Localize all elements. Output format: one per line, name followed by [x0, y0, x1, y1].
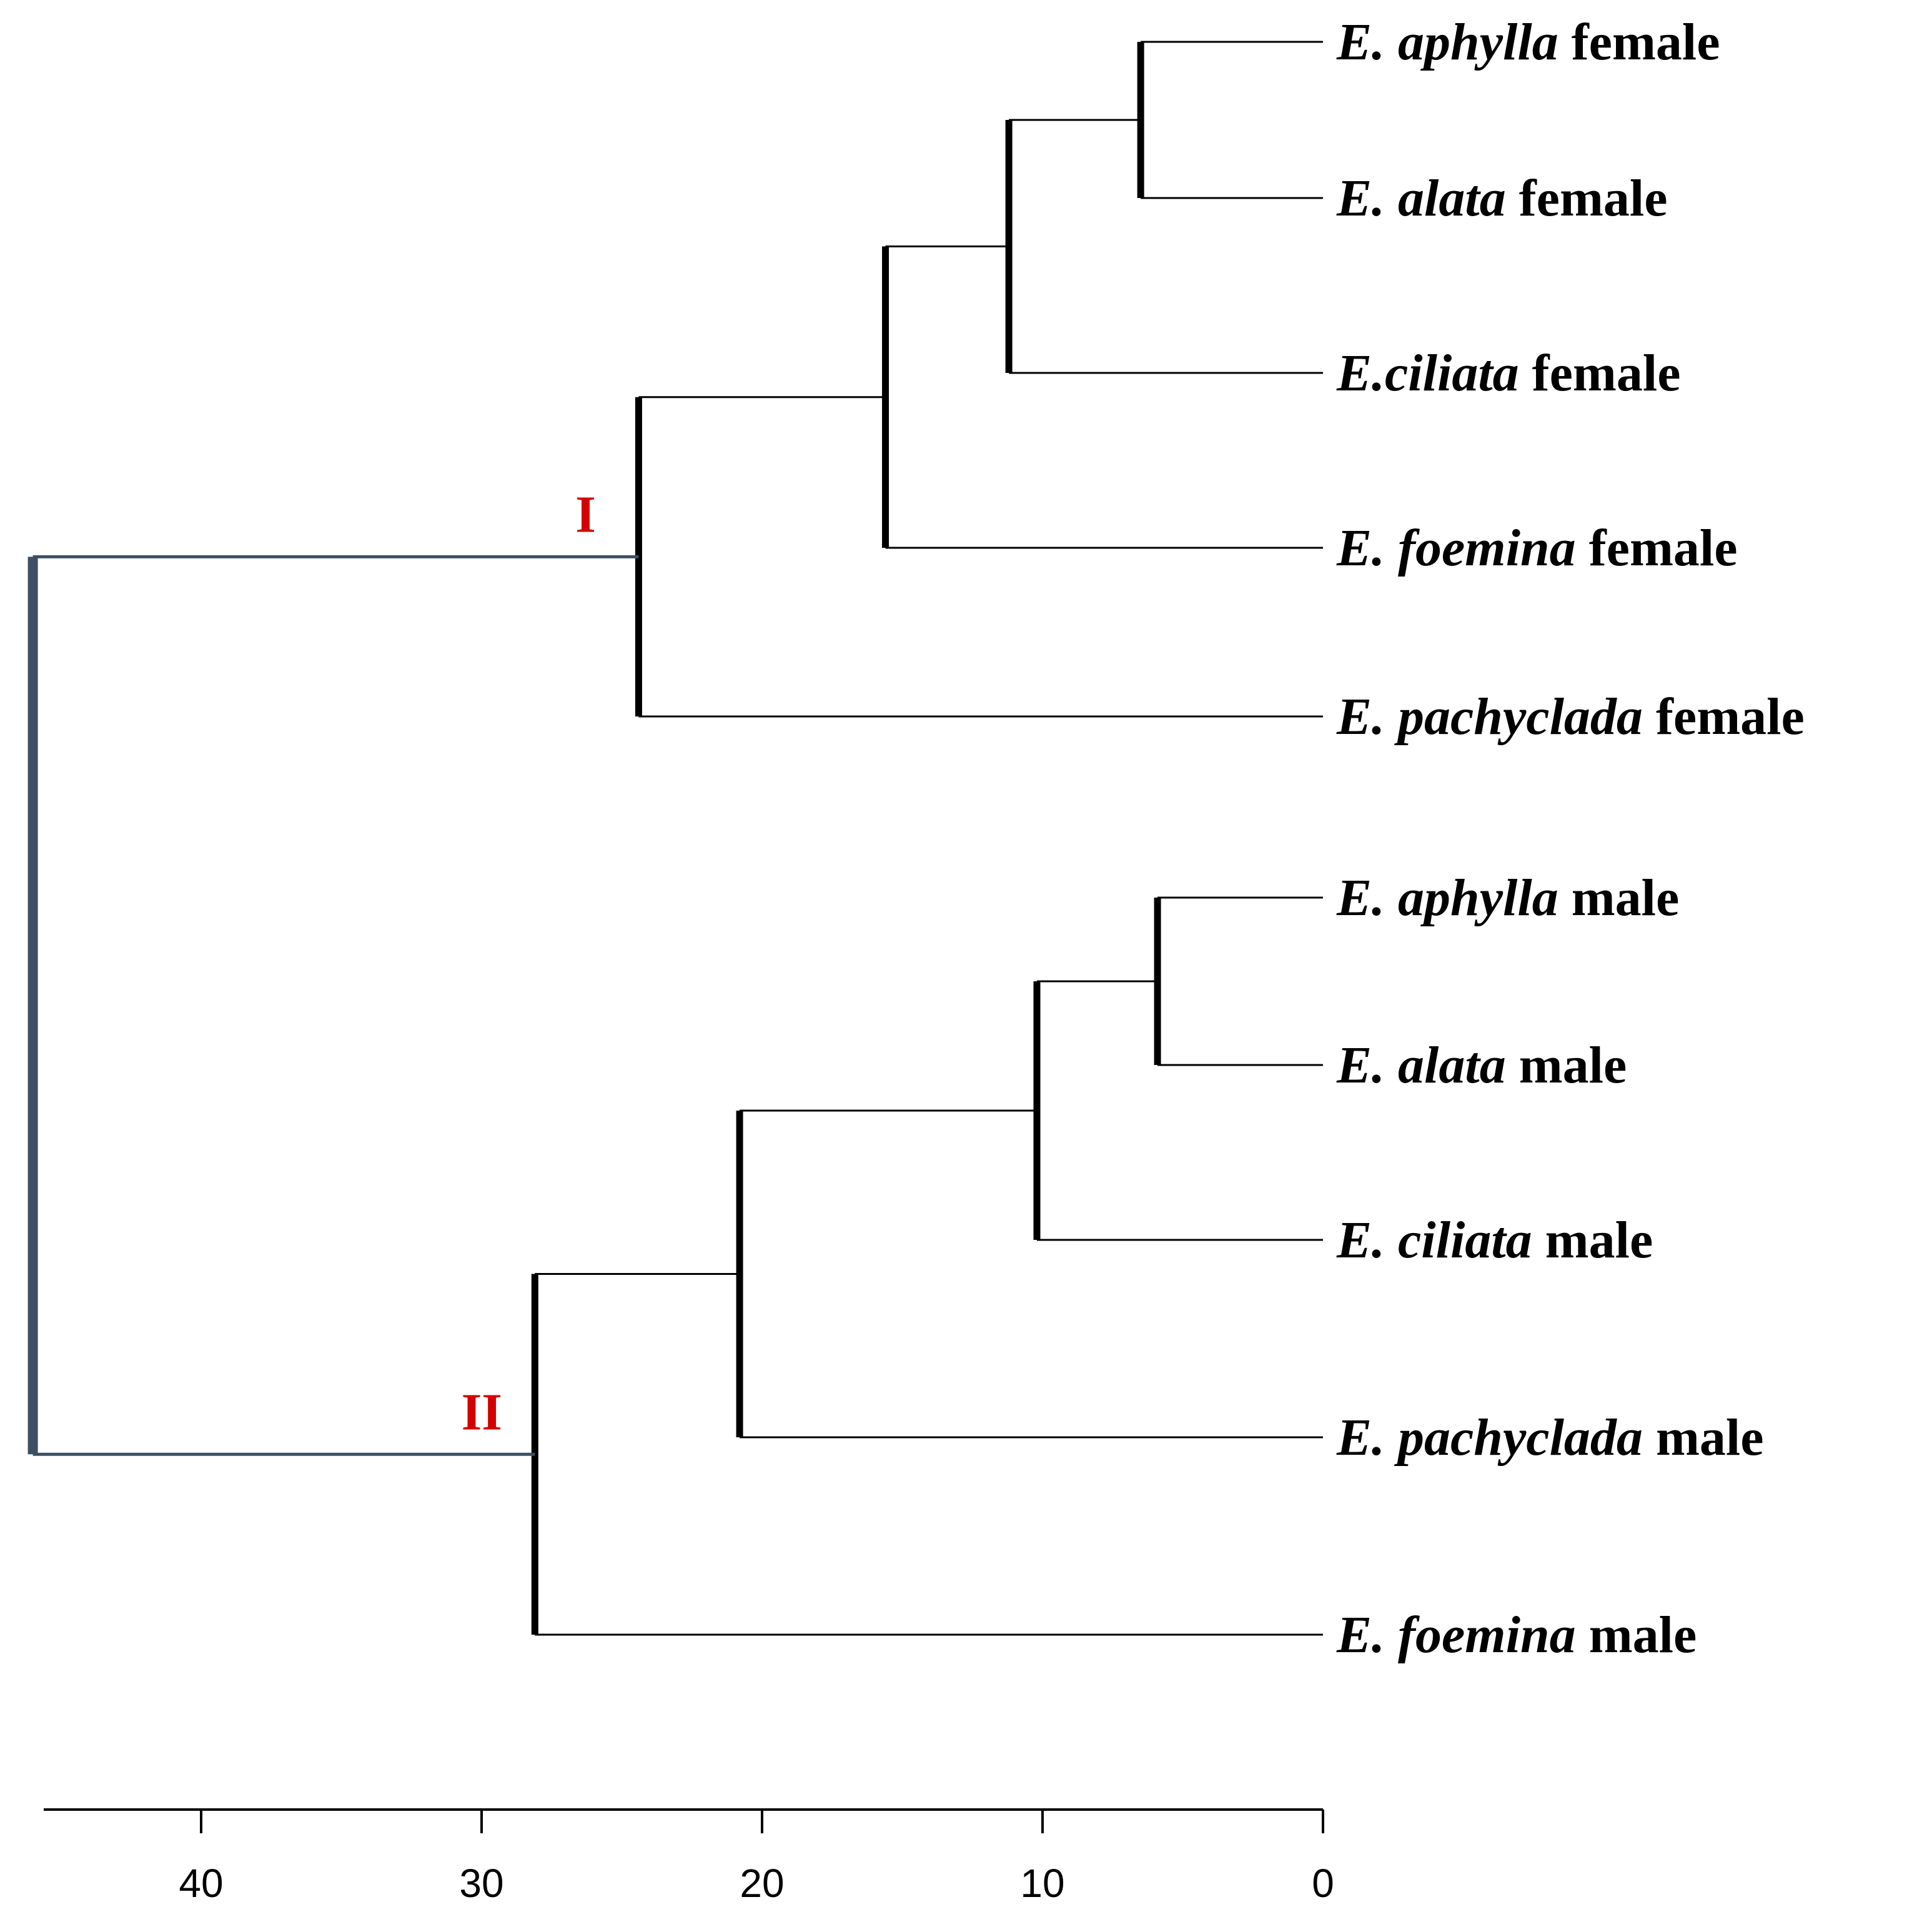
- leaf-label-cil_f: E.ciliata female: [1336, 344, 1681, 402]
- clade-label-II: II: [462, 1383, 502, 1441]
- tick-label-40: 40: [179, 1861, 223, 1906]
- leaf-label-foe_m: E. foemina male: [1336, 1606, 1697, 1664]
- leaf-sex: female: [1506, 169, 1668, 227]
- leaf-label-aph_f: E. aphylla female: [1336, 13, 1720, 71]
- clade-label-I: I: [575, 485, 596, 543]
- leaf-genus: E. aphylla: [1336, 13, 1558, 71]
- leaf-genus: E. foemina: [1336, 519, 1576, 577]
- leaf-sex: male: [1576, 1606, 1697, 1664]
- x-axis: 40 30 20 10 0: [44, 1808, 1334, 1906]
- leaf-genus: E. alata: [1336, 169, 1506, 227]
- leaf-genus: E. pachyclada: [1336, 1409, 1643, 1467]
- tick-label-30: 30: [459, 1861, 503, 1906]
- leaf-label-cil_m: E. ciliata male: [1336, 1211, 1653, 1269]
- leaf-sex: male: [1643, 1409, 1764, 1467]
- leaf-sex: female: [1519, 344, 1681, 402]
- branches: [27, 41, 1323, 1636]
- tick-label-20: 20: [740, 1861, 784, 1906]
- leaf-sex: female: [1643, 688, 1805, 746]
- leaf-genus: E. alata: [1336, 1036, 1506, 1094]
- leaf-sex: male: [1506, 1036, 1627, 1094]
- leaf-sex: female: [1558, 13, 1720, 71]
- leaf-sex: male: [1558, 869, 1680, 927]
- leaf-label-foe_f: E. foemina female: [1336, 519, 1738, 577]
- leaf-sex: female: [1576, 519, 1738, 577]
- leaf-genus: E. ciliata: [1336, 1211, 1532, 1269]
- leaf-label-pac_m: E. pachyclada male: [1336, 1409, 1764, 1467]
- tick-label-10: 10: [1020, 1861, 1064, 1906]
- leaf-label-pac_f: E. pachyclada female: [1336, 688, 1805, 746]
- clade-labels: III: [462, 485, 596, 1441]
- leaf-genus: E. pachyclada: [1336, 688, 1643, 746]
- leaf-genus: E.ciliata: [1336, 344, 1519, 402]
- leaf-label-aph_m: E. aphylla male: [1336, 869, 1679, 927]
- leaf-sex: male: [1532, 1211, 1653, 1269]
- leaf-label-ala_f: E. alata female: [1336, 169, 1668, 227]
- tick-label-0: 0: [1312, 1861, 1334, 1906]
- leaf-label-ala_m: E. alata male: [1336, 1036, 1627, 1094]
- leaf-genus: E. aphylla: [1336, 869, 1558, 927]
- leaf-genus: E. foemina: [1336, 1606, 1576, 1664]
